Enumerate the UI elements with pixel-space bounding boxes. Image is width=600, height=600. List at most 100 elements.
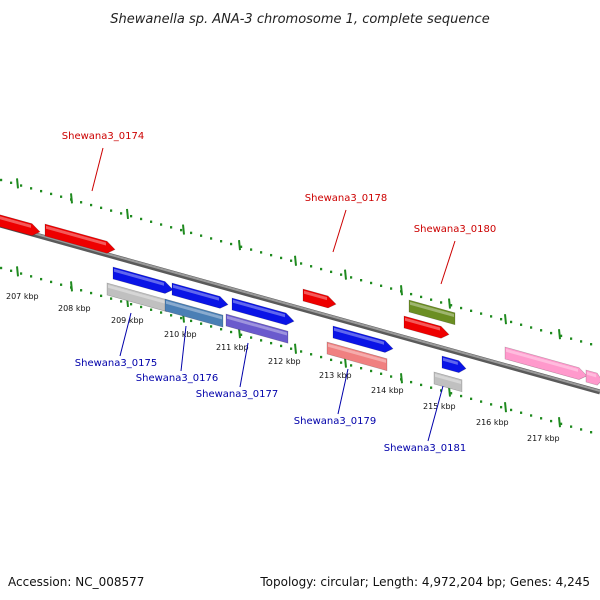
scale-dot-top [410, 292, 413, 296]
scale-tick-top [344, 269, 347, 280]
scale-tick-bottom [558, 417, 561, 428]
gene-label: Shewana3_0180 [414, 224, 496, 235]
feature-blue-177-highlight [233, 299, 285, 318]
scale-dot-bottom [320, 355, 323, 359]
feature-steelblue-176-highlight [166, 300, 222, 320]
tick-label: 214 kbp [371, 386, 404, 395]
scale-dot-bottom [10, 269, 13, 272]
scale-dot-bottom [130, 302, 133, 306]
scale-dot-bottom [260, 339, 263, 342]
scale-tick-top [558, 329, 561, 340]
feature-red-178-highlight [304, 290, 327, 301]
scale-dot-top [480, 312, 483, 315]
scale-dot-bottom [370, 369, 373, 373]
scale-dot-bottom [290, 347, 293, 350]
scale-dot-top [320, 267, 323, 271]
scale-dot-bottom [490, 403, 493, 406]
feature-pink-2-highlight [587, 371, 597, 378]
feature-pink-1-shape [504, 346, 588, 380]
feature-blue-175-highlight [114, 268, 164, 286]
scale-dot-bottom [430, 386, 433, 389]
scale-dot-bottom [530, 414, 533, 417]
scale-tick-bottom [294, 343, 297, 354]
scale-dot-top [490, 315, 493, 318]
scale-dot-bottom [500, 405, 503, 409]
scale-tick-top [238, 240, 241, 251]
gene-features [0, 211, 600, 393]
feature-red-1-shape [0, 211, 41, 237]
feature-red-180-shape [403, 315, 450, 339]
feature-steelblue-176 [164, 298, 224, 328]
scale-dot-bottom [480, 400, 483, 403]
gene-leader-line [91, 147, 104, 192]
feature-red-2 [44, 223, 116, 254]
summary-text: Topology: circular; Length: 4,972,204 bp… [259, 575, 590, 589]
accession-text: Accession: NC_008577 [8, 575, 144, 589]
scale-dot-bottom [80, 289, 83, 292]
scale-dot-top [430, 298, 433, 301]
feature-blue-175-shape [112, 266, 174, 294]
scale-dot-bottom [20, 272, 23, 275]
scale-dot-bottom [550, 419, 553, 423]
scale-dot-bottom [420, 383, 423, 387]
scale-dot-top [90, 203, 93, 207]
feature-blue-181-highlight [443, 357, 458, 365]
feature-blue-177-shape [231, 297, 295, 326]
scale-dot-top [30, 187, 33, 190]
feature-blue-179 [332, 325, 394, 353]
scale-dot-bottom [190, 319, 193, 323]
scale-dot-top [570, 337, 573, 340]
scale-dot-top [100, 206, 103, 210]
scale-dot-bottom [30, 275, 33, 278]
tick-label: 212 kbp [268, 357, 301, 366]
feature-blue-175 [112, 266, 174, 294]
feature-pink-2 [585, 369, 600, 386]
gene-leader-line [440, 240, 456, 285]
feature-slate-177-shape [225, 313, 289, 344]
scale-dot-bottom [340, 361, 343, 364]
feature-gray-175-shape [106, 282, 168, 313]
scale-dot-top [20, 184, 23, 187]
tick-label: 217 kbp [527, 434, 560, 443]
tick-label: 215 kbp [423, 402, 456, 411]
feature-gray-181 [433, 371, 463, 393]
scale-dot-top [250, 248, 253, 251]
scale-tick-bottom [448, 386, 451, 397]
scale-tick-top [70, 193, 73, 204]
feature-blue-179-shape [332, 325, 394, 353]
gene-label: Shewana3_0179 [294, 416, 376, 427]
tick-label: 208 kbp [58, 304, 91, 313]
chromosome-backbone [0, 223, 600, 392]
gene-label: Shewana3_0178 [305, 193, 387, 204]
scale-dot-bottom [210, 325, 213, 328]
scale-dot-bottom [360, 367, 363, 370]
scale-dot-top [170, 226, 173, 229]
scale-tick-top [126, 208, 129, 220]
scale-dot-top [300, 262, 303, 265]
scale-tick-top [400, 285, 403, 296]
scale-dot-top [590, 343, 593, 346]
scale-dot-bottom [580, 428, 583, 431]
scale-tick-top [182, 224, 185, 235]
tick-label: 209 kbp [111, 316, 144, 325]
scale-dot-top [510, 320, 513, 324]
scale-tick-bottom [344, 357, 347, 368]
feature-slate-177 [225, 313, 289, 344]
scale-dot-bottom [560, 422, 563, 426]
scale-dot-top [230, 242, 233, 246]
scale-dot-top [130, 214, 133, 218]
tick-label: 207 kbp [6, 292, 39, 301]
feature-gray-175-highlight [108, 284, 166, 304]
feature-red-1 [0, 211, 41, 237]
scale-dot-top [80, 201, 83, 204]
tick-label: 210 kbp [164, 330, 197, 339]
scale-dot-top [260, 251, 263, 254]
feature-olive-180 [408, 299, 456, 326]
scale-dot-top [540, 329, 543, 332]
scale-dot-bottom [220, 328, 223, 331]
scale-dot-bottom [390, 375, 393, 378]
scale-dot-bottom [270, 341, 273, 345]
feature-gray-181-highlight [435, 373, 461, 385]
scale-dot-bottom [380, 372, 383, 375]
scale-dot-top [380, 284, 383, 287]
